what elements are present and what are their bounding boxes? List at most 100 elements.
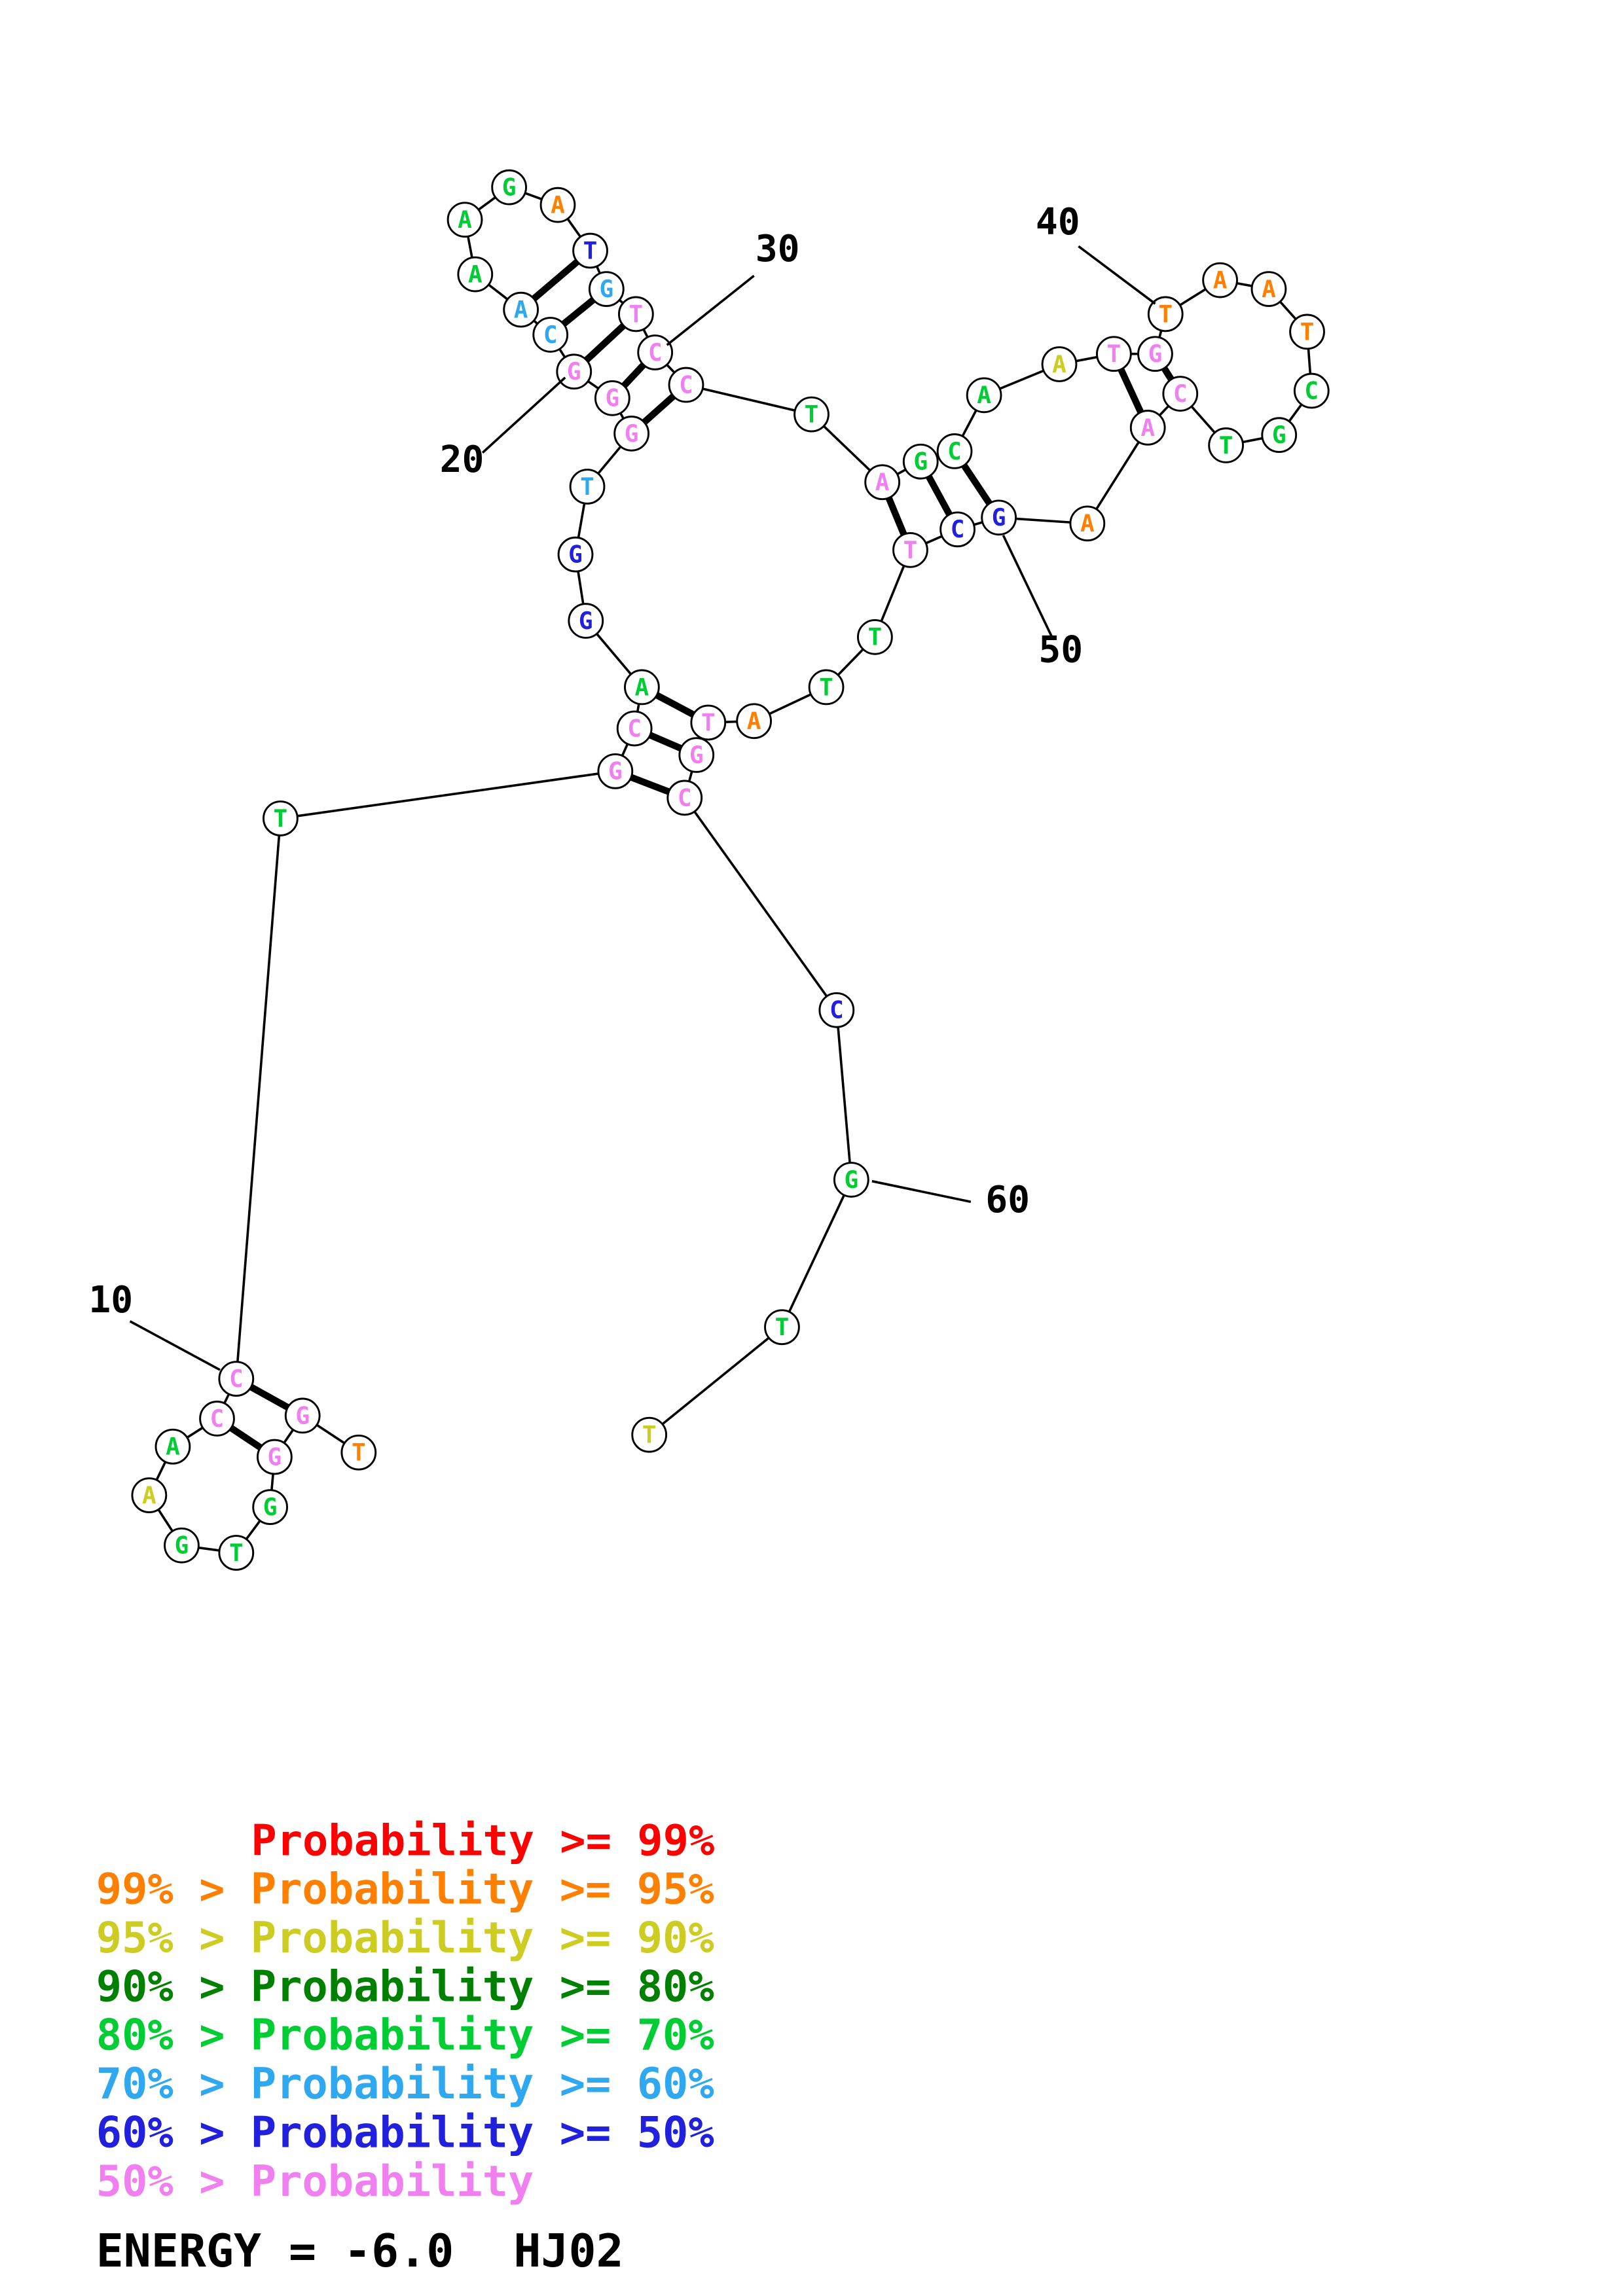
nucleotide-base: A xyxy=(514,297,528,324)
nucleotide-circle xyxy=(263,800,299,836)
backbone-segment xyxy=(648,1326,783,1436)
nucleotide-circle xyxy=(503,291,539,328)
legend-line-p90: 95% > Probability >= 90% xyxy=(96,1913,714,1963)
nucleotide-base: A xyxy=(1052,351,1067,378)
nucleotide-base: T xyxy=(1158,301,1173,328)
position-leader-line xyxy=(1002,535,1053,638)
nucleotide-base: A xyxy=(1262,276,1276,303)
nucleotide-circle xyxy=(616,710,653,747)
backbone-segment xyxy=(684,797,838,1011)
nucleotide-base: A xyxy=(468,261,483,288)
nucleotide-base: T xyxy=(583,238,598,264)
nucleotide-base: T xyxy=(1219,433,1233,459)
nucleotide-circle xyxy=(678,737,715,773)
nucleotide-circle xyxy=(1261,417,1298,454)
legend-line-plow: 50% > Probability xyxy=(96,2157,534,2206)
nucleotide-base: G xyxy=(605,386,619,412)
energy-label: ENERGY = -6.0 xyxy=(96,2225,454,2278)
nucleotide-base: A xyxy=(458,207,472,234)
nucleotide-circle xyxy=(164,1527,200,1564)
nucleotide-circle xyxy=(588,271,625,307)
nucleotide-base: A xyxy=(1213,267,1228,294)
nucleotide-circle xyxy=(1129,410,1166,446)
nucleotide-circle xyxy=(155,1428,191,1465)
position-leader-line xyxy=(481,376,566,454)
nucleotide-base: G xyxy=(579,608,593,635)
nucleotide-circle xyxy=(447,202,483,238)
nucleotide-circle xyxy=(793,396,830,433)
nucleotide-base: G xyxy=(913,449,928,476)
nucleotide-circle xyxy=(1069,505,1106,542)
position-number-labels: 10 20 30 40 50 60 xyxy=(88,201,1156,1371)
backbone-segment xyxy=(1086,427,1149,524)
nucleotide-base: T xyxy=(805,401,819,428)
nucleotide-base: G xyxy=(625,421,639,448)
nucleotide-base: A xyxy=(551,192,565,219)
nucleotide-circle xyxy=(1096,336,1132,372)
nucleotide-base: G xyxy=(263,1494,278,1521)
backbone-segment xyxy=(835,1010,853,1180)
nucleotide-base: C xyxy=(951,516,965,543)
nucleotide-base: C xyxy=(543,322,558,349)
nucleotide-circle xyxy=(1293,372,1330,409)
nucleotide-circle xyxy=(218,1361,255,1397)
nucleotide-circle xyxy=(666,780,703,816)
nucleotide-circle xyxy=(864,464,901,501)
nucleotide-base: T xyxy=(701,709,716,736)
position-leader-line xyxy=(666,274,755,346)
nucleotide-base: G xyxy=(599,276,613,303)
nucleotide-base: C xyxy=(229,1366,244,1393)
nucleotide-base: C xyxy=(1304,378,1319,404)
position-leader-line xyxy=(871,1179,972,1204)
nucleotide-circle xyxy=(539,187,576,223)
nucleotide-base: T xyxy=(229,1540,244,1567)
nucleotide-circle xyxy=(618,296,654,332)
nucleotide-base: C xyxy=(678,785,692,812)
nucleotide-base: C xyxy=(210,1406,225,1433)
nucleotide-circle xyxy=(637,334,674,370)
nucleotide-circle xyxy=(736,703,773,740)
position-number: 30 xyxy=(756,228,800,270)
nucleotide-circle xyxy=(131,1477,168,1513)
nucleotide-circle xyxy=(981,499,1017,536)
legend-line-p50: 60% > Probability >= 50% xyxy=(96,2108,714,2157)
nucleotide-base: G xyxy=(1272,422,1286,449)
nucleotide-circle xyxy=(818,992,855,1028)
nucleotide-circle xyxy=(631,1416,668,1453)
nucleotide-base: G xyxy=(567,359,581,386)
nucleotide-base: C xyxy=(1173,381,1188,408)
probability-legend: Probability >= 99% 99% > Probability >= … xyxy=(96,1816,715,2206)
nucleotide-circle xyxy=(892,532,928,568)
nucleotide-base: C xyxy=(947,439,962,465)
nucleotide-circle xyxy=(557,536,594,573)
nucleotide-base: C xyxy=(679,372,693,399)
nucleotide-base: C xyxy=(830,997,844,1024)
nucleotide-base: A xyxy=(977,382,991,409)
nucleotide-base: T xyxy=(868,624,883,651)
nucleotide-circle xyxy=(568,603,604,639)
legend-line-p70: 80% > Probability >= 70% xyxy=(96,2011,714,2060)
structure-name-label: HJ02 xyxy=(513,2225,623,2278)
nucleotide-base: G xyxy=(1148,341,1163,368)
nucleotide-circle xyxy=(808,669,845,706)
nucleotide-circle xyxy=(572,232,608,269)
nucleotide-circle xyxy=(569,469,606,505)
nucleotide-base: T xyxy=(629,301,644,328)
nucleotide-base: G xyxy=(268,1444,282,1471)
legend-line-p60: 70% > Probability >= 60% xyxy=(96,2059,714,2109)
nucleotide-base: A xyxy=(142,1482,156,1509)
nucleotide-circle xyxy=(457,256,494,293)
nucleotide-base: T xyxy=(819,674,833,701)
nucleotide-circle xyxy=(613,416,650,452)
nucleotide-circle xyxy=(857,619,893,655)
position-number: 10 xyxy=(88,1279,133,1321)
position-number: 50 xyxy=(1038,629,1083,672)
nucleotide-base: G xyxy=(502,175,517,202)
nucleotide-base: T xyxy=(903,537,918,564)
nucleotide-circle xyxy=(1041,346,1078,382)
nucleotide-base: G xyxy=(689,742,704,769)
nucleotide-circle xyxy=(199,1401,235,1437)
nucleotide-base: T xyxy=(1300,319,1315,346)
